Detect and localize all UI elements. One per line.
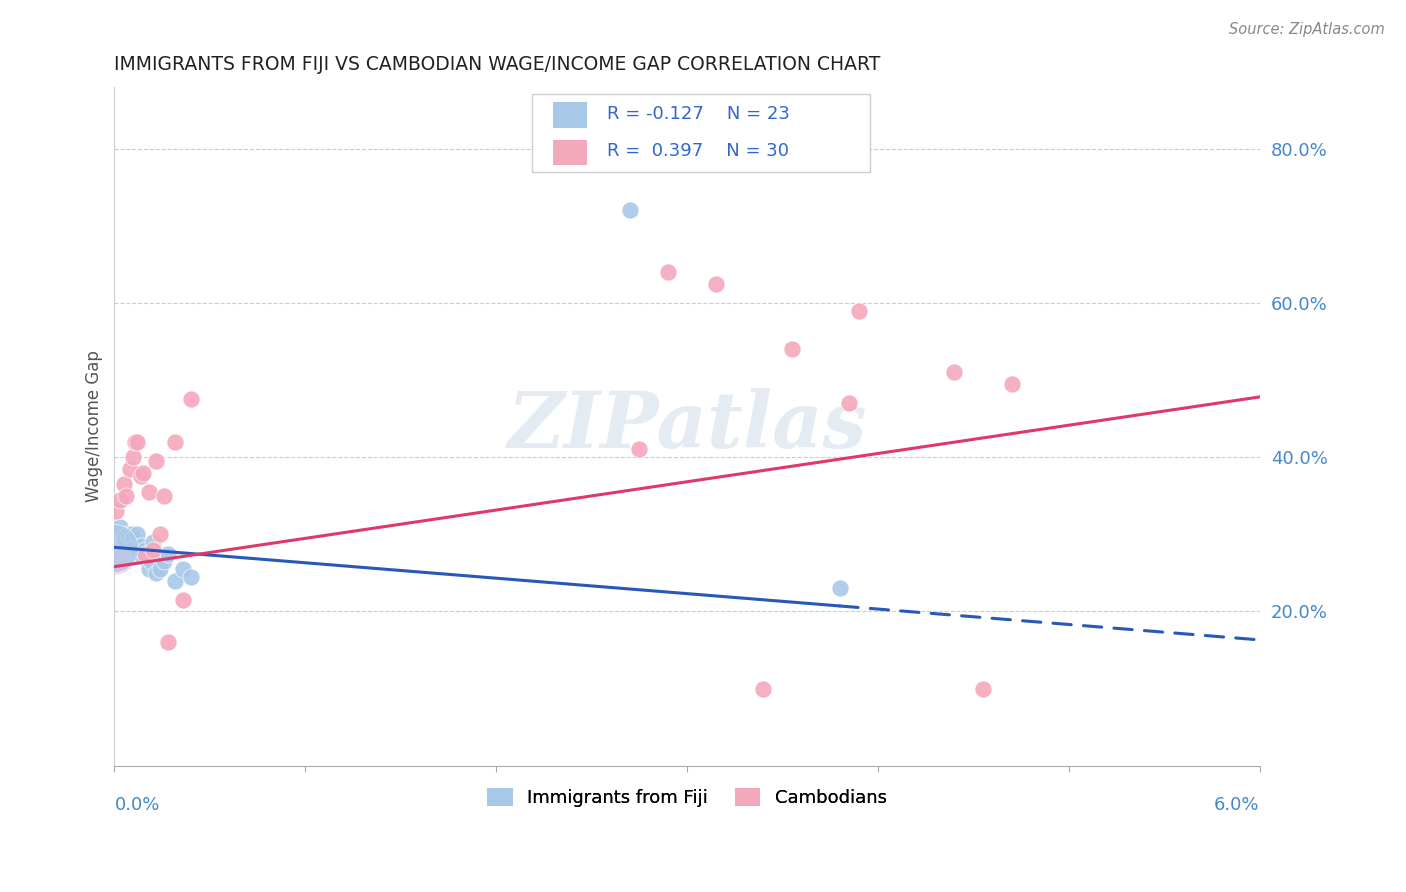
Point xyxy=(127,527,149,541)
Point xyxy=(132,466,155,480)
Point xyxy=(122,531,145,545)
Point xyxy=(149,562,172,576)
Text: IMMIGRANTS FROM FIJI VS CAMBODIAN WAGE/INCOME GAP CORRELATION CHART: IMMIGRANTS FROM FIJI VS CAMBODIAN WAGE/I… xyxy=(114,55,880,74)
Point xyxy=(129,539,152,553)
Point xyxy=(156,547,179,561)
Point xyxy=(103,541,125,555)
Point xyxy=(619,203,641,218)
Point xyxy=(145,454,167,468)
Point xyxy=(628,442,651,457)
Point xyxy=(172,562,194,576)
Point xyxy=(838,396,860,410)
Point xyxy=(172,592,194,607)
FancyBboxPatch shape xyxy=(533,94,870,171)
Text: R =  0.397    N = 30: R = 0.397 N = 30 xyxy=(607,143,789,161)
Text: 6.0%: 6.0% xyxy=(1215,797,1260,814)
Point xyxy=(103,542,125,557)
Point xyxy=(657,265,679,279)
Point xyxy=(828,581,851,595)
Point xyxy=(165,574,187,588)
Point xyxy=(127,434,149,449)
Point xyxy=(124,434,146,449)
Y-axis label: Wage/Income Gap: Wage/Income Gap xyxy=(86,351,103,502)
Point xyxy=(138,484,160,499)
Point xyxy=(128,547,150,561)
Point xyxy=(134,542,156,557)
Point xyxy=(118,461,141,475)
Point xyxy=(117,527,139,541)
Point xyxy=(165,434,187,449)
Point xyxy=(139,554,162,568)
Point xyxy=(129,469,152,483)
FancyBboxPatch shape xyxy=(553,140,588,165)
Point xyxy=(112,477,135,491)
Point xyxy=(122,450,145,464)
Point xyxy=(180,392,202,407)
Point xyxy=(704,277,727,291)
Point xyxy=(1000,376,1022,391)
Point xyxy=(108,492,131,507)
Point xyxy=(145,566,167,580)
Point xyxy=(108,519,131,533)
Point xyxy=(780,342,803,356)
Point xyxy=(138,562,160,576)
Point xyxy=(848,303,870,318)
Point xyxy=(124,539,146,553)
Point xyxy=(943,365,966,379)
Point xyxy=(142,535,165,549)
Legend: Immigrants from Fiji, Cambodians: Immigrants from Fiji, Cambodians xyxy=(481,781,894,814)
Point xyxy=(180,569,202,583)
Point xyxy=(134,547,156,561)
Point xyxy=(972,681,994,696)
Point xyxy=(105,504,128,518)
Point xyxy=(132,550,155,565)
Point xyxy=(153,489,176,503)
Text: 0.0%: 0.0% xyxy=(114,797,160,814)
Point xyxy=(149,527,172,541)
FancyBboxPatch shape xyxy=(553,103,588,128)
Point xyxy=(153,554,176,568)
Point xyxy=(115,489,138,503)
Point xyxy=(156,635,179,649)
Point xyxy=(112,531,135,545)
Text: ZIPatlas: ZIPatlas xyxy=(508,388,866,465)
Point xyxy=(752,681,775,696)
Text: Source: ZipAtlas.com: Source: ZipAtlas.com xyxy=(1229,22,1385,37)
Text: R = -0.127    N = 23: R = -0.127 N = 23 xyxy=(607,105,790,123)
Point xyxy=(142,542,165,557)
Point xyxy=(121,527,143,541)
